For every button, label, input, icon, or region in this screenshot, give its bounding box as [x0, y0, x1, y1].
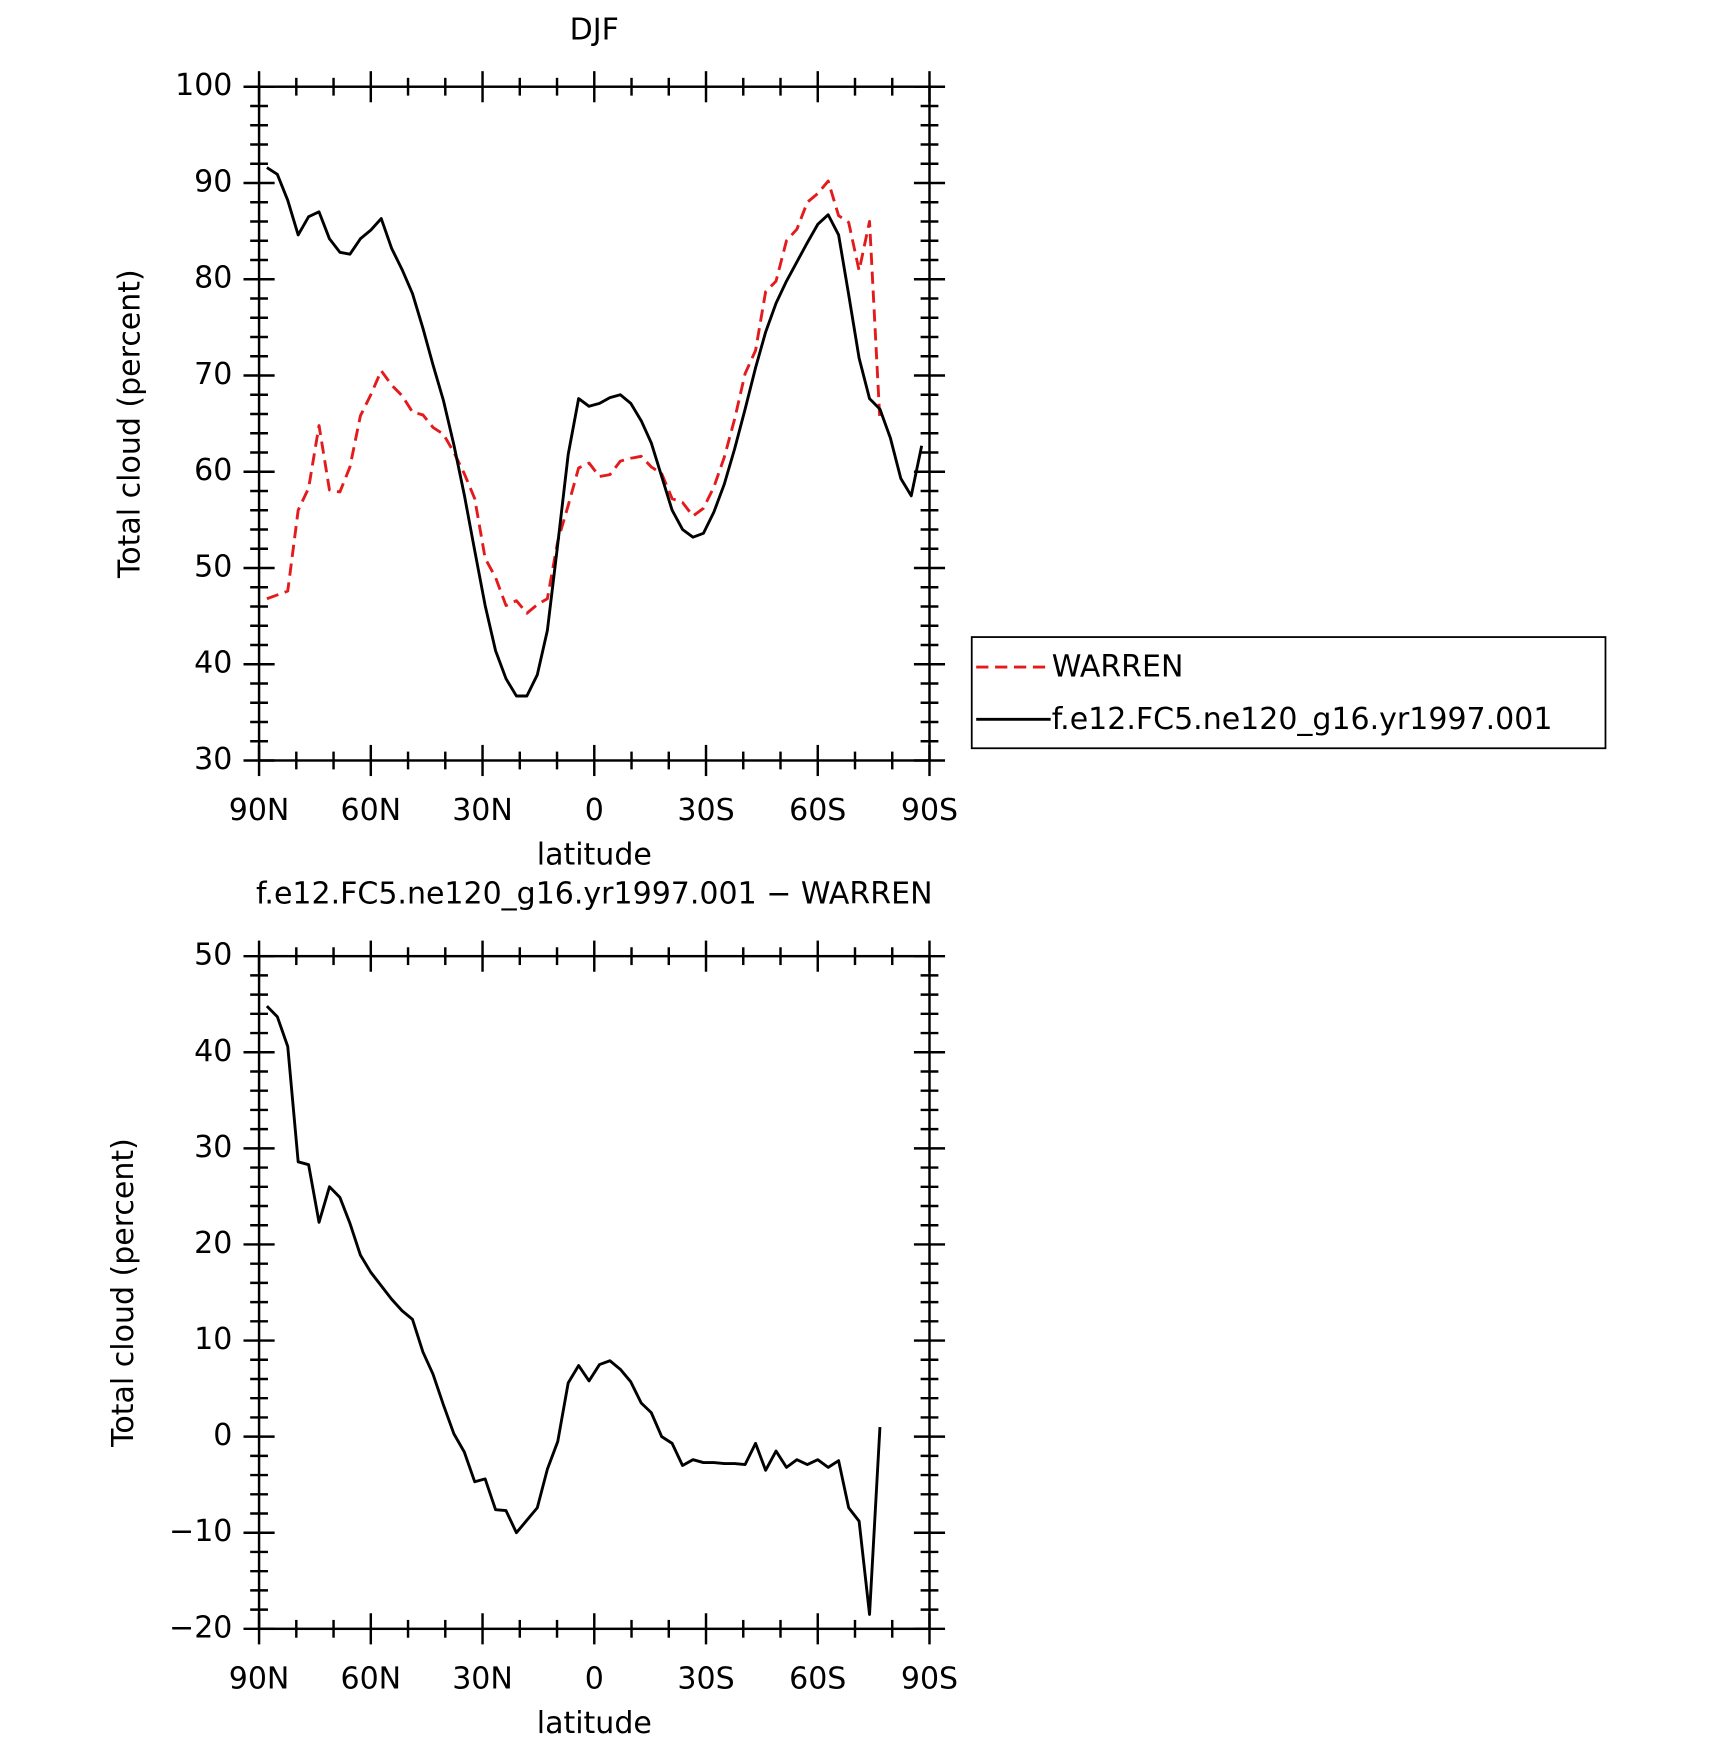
series-line [266, 166, 924, 698]
legend-box [970, 636, 1607, 750]
x-tick-label: 30N [452, 793, 513, 828]
x-tick-label: 60S [789, 793, 846, 828]
y-tick-label: 70 [194, 357, 232, 392]
plot-frame [257, 85, 931, 762]
y-tick-label: 100 [175, 68, 232, 103]
x-axis-label: latitude [537, 1706, 652, 1740]
x-tick-label: 0 [585, 1661, 604, 1696]
legend-label: f.e12.FC5.ne120_g16.yr1997.001 [1052, 702, 1553, 737]
y-axis-label: Total cloud (percent) [113, 269, 148, 579]
y-axis-label: Total cloud (percent) [106, 1138, 141, 1448]
y-tick-label: 40 [194, 1034, 232, 1069]
y-tick-label: 60 [194, 453, 232, 488]
x-tick-label: 0 [585, 793, 604, 828]
chart-title: f.e12.FC5.ne120_g16.yr1997.001 − WARREN [256, 877, 932, 912]
x-tick-label: 30S [677, 793, 734, 828]
y-tick-label: 50 [194, 549, 232, 584]
y-tick-label: 30 [194, 1130, 232, 1165]
x-axis-label: latitude [537, 838, 652, 873]
y-tick-label: 0 [213, 1418, 232, 1453]
plot-frame [257, 954, 931, 1631]
x-tick-label: 30S [677, 1661, 734, 1696]
y-tick-label: −20 [169, 1610, 232, 1645]
y-tick-label: 10 [194, 1322, 232, 1357]
x-tick-label: 90N [229, 1661, 290, 1696]
x-tick-label: 30N [452, 1661, 513, 1696]
x-tick-label: 60N [340, 793, 401, 828]
y-tick-label: 20 [194, 1226, 232, 1261]
chart-title: DJF [570, 13, 619, 48]
series-line [266, 179, 882, 615]
y-tick-label: 90 [194, 164, 232, 199]
y-tick-label: 50 [194, 938, 232, 973]
x-tick-label: 90N [229, 793, 290, 828]
x-tick-label: 90S [901, 1661, 958, 1696]
series-line [265, 1005, 882, 1616]
x-tick-label: 90S [901, 793, 958, 828]
x-tick-label: 60S [789, 1661, 846, 1696]
legend-label: WARREN [1052, 650, 1184, 685]
y-tick-label: 40 [194, 646, 232, 681]
y-tick-label: 80 [194, 261, 232, 296]
y-tick-label: 30 [194, 742, 232, 777]
x-tick-label: 60N [340, 1661, 401, 1696]
y-tick-label: −10 [169, 1514, 232, 1549]
